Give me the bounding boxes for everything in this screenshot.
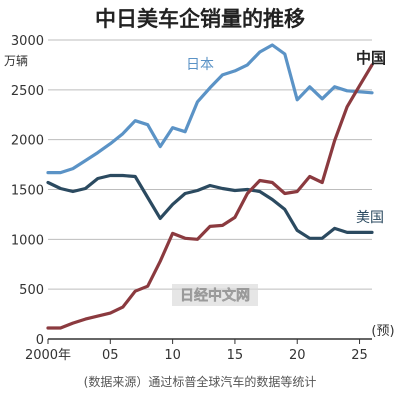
- series-label-china: 中国: [356, 49, 386, 67]
- x-tick-label: 15: [227, 348, 244, 363]
- series-line-japan: [46, 43, 374, 175]
- x-tick-label: 05: [102, 348, 119, 363]
- watermark-logo: 日经中文网: [172, 284, 258, 306]
- chart-title: 中日美车企销量的推移: [95, 7, 305, 31]
- y-tick-label: 1500: [11, 184, 44, 199]
- y-tick-label: 2500: [11, 84, 44, 99]
- x-tick-label: 2000年: [25, 348, 71, 363]
- forecast-label: (预): [371, 324, 394, 339]
- series-label-japan: 日本: [186, 57, 214, 73]
- y-tick-label: 2000: [11, 134, 44, 149]
- x-tick-label: 20: [289, 348, 306, 363]
- y-tick-label: 500: [19, 283, 44, 298]
- series-line-china: [46, 63, 374, 330]
- y-tick-label: 3000: [11, 34, 44, 49]
- series-lines: [46, 43, 374, 330]
- y-axis-unit: 万辆: [4, 54, 28, 68]
- y-tick-label: 0: [36, 333, 44, 348]
- x-tick-label: 25: [351, 348, 368, 363]
- x-axis-ticks: 2000年 05 10 15 20 25: [25, 339, 368, 363]
- series-line-usa: [46, 173, 374, 240]
- y-tick-label: 1000: [11, 233, 44, 248]
- x-tick-label: 10: [164, 348, 181, 363]
- series-label-usa: 美国: [356, 210, 384, 226]
- source-note: (数据来源）通过标普全球汽车的数据等统计: [84, 374, 317, 389]
- y-axis-ticks: 0 500 1000 1500 2000 2500 3000: [11, 34, 44, 348]
- watermark-text: 日经中文网: [180, 287, 250, 304]
